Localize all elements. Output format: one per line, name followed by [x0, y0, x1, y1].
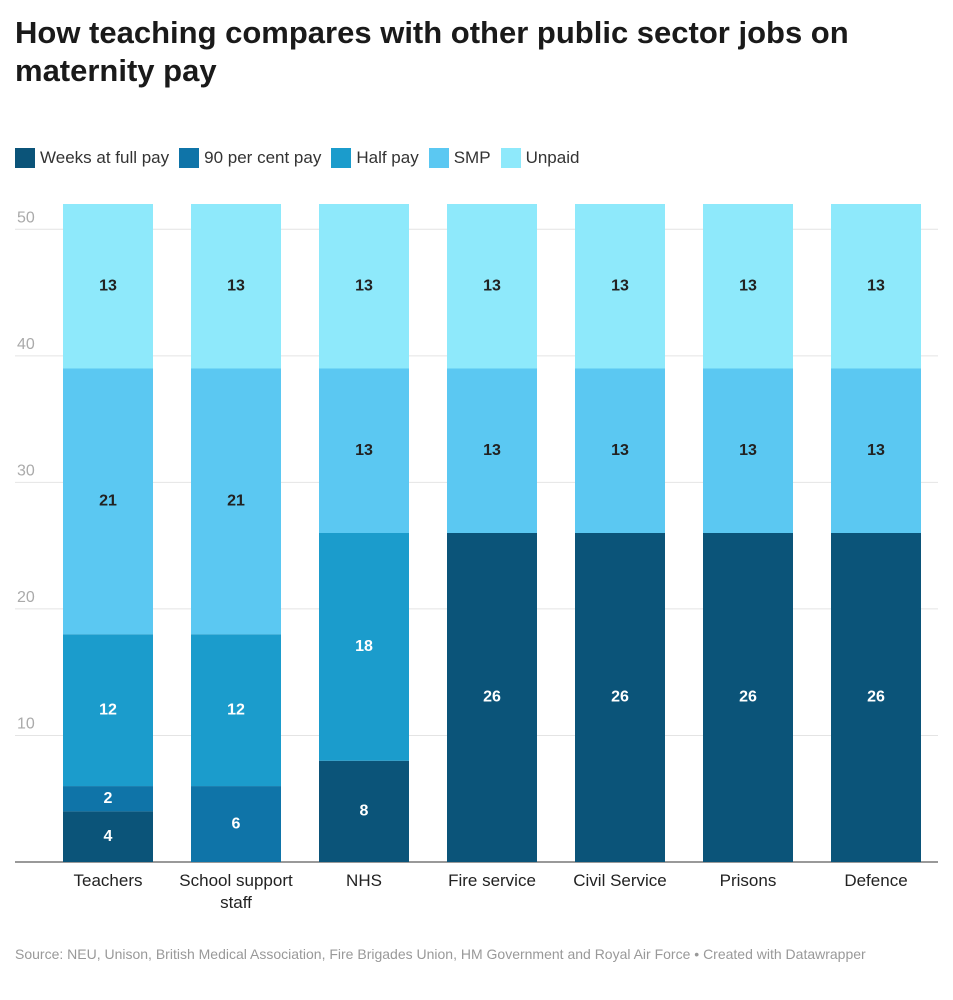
bar-segment: [831, 368, 921, 533]
bar-segment: [63, 204, 153, 369]
bar-segment: [575, 533, 665, 862]
value-label: 2: [104, 790, 113, 807]
value-label: 21: [99, 493, 117, 510]
chart: 10 20 30 40 50 4 2 12 21 13 6 12 21 13 8 18 13 13 26 13 13 26…: [15, 204, 938, 863]
bar-segment: [703, 368, 793, 533]
legend-item: Weeks at full pay: [15, 148, 169, 168]
bar-segment: [191, 368, 281, 635]
value-label: 13: [483, 442, 501, 459]
y-tick-label: 40: [17, 336, 35, 353]
bar-segment: [319, 204, 409, 369]
legend-swatch: [179, 148, 200, 168]
value-label: 12: [99, 701, 117, 718]
legend-label: Unpaid: [525, 148, 580, 167]
x-tick-label: Fire service: [448, 871, 536, 890]
value-label: 13: [483, 277, 501, 294]
value-label: 13: [867, 277, 885, 294]
bar-segment: [703, 204, 793, 369]
value-label: 8: [360, 803, 369, 820]
value-label: 13: [355, 277, 373, 294]
legend-swatch: [331, 148, 352, 168]
value-label: 13: [739, 442, 757, 459]
legend: Weeks at full pay 90 per cent pay Half pay…: [15, 148, 579, 168]
bar-segment: [63, 634, 153, 787]
bar-segment: [703, 533, 793, 862]
legend-label: Half pay: [356, 148, 419, 167]
y-tick-label: 10: [17, 716, 35, 733]
value-label: 26: [611, 689, 629, 706]
bar-segment: [191, 786, 281, 862]
y-tick-label: 30: [17, 463, 35, 480]
legend-label: Weeks at full pay: [40, 148, 170, 167]
bar-segment: [319, 368, 409, 533]
value-label: 13: [611, 442, 629, 459]
y-tick-label: 20: [17, 589, 35, 606]
value-label: 13: [867, 442, 885, 459]
y-tick-label: 50: [17, 210, 35, 227]
value-label: 13: [611, 277, 629, 294]
bar-segment: [447, 533, 537, 862]
value-label: 12: [227, 701, 245, 718]
legend-item: Unpaid: [500, 148, 580, 168]
legend-item: SMP: [428, 148, 491, 168]
source: Source: NEU, Unison, British Medical Ass…: [15, 946, 866, 962]
bar-segment: [319, 760, 409, 862]
value-label: 13: [99, 277, 117, 294]
value-label: 6: [232, 815, 241, 832]
bar-segment: [63, 811, 153, 862]
bar-segment: [191, 634, 281, 787]
legend-item: Half pay: [331, 148, 419, 168]
legend-label: SMP: [453, 148, 491, 167]
bar-segment: [319, 533, 409, 761]
bar-segment: [575, 204, 665, 369]
value-label: 13: [227, 277, 245, 294]
value-label: 26: [739, 689, 757, 706]
x-tick-label: Civil Service: [573, 871, 667, 890]
value-label: 13: [355, 442, 373, 459]
legend-swatch: [15, 148, 35, 168]
bar-segment: [447, 368, 537, 533]
x-tick-label: School support staff: [179, 871, 293, 912]
bar-segment: [63, 368, 153, 635]
legend-item: 90 per cent pay: [179, 148, 321, 168]
value-label: 18: [355, 638, 373, 655]
value-label: 26: [867, 689, 885, 706]
legend-label: 90 per cent pay: [204, 148, 322, 167]
bar-segment: [831, 533, 921, 862]
legend-swatch: [500, 148, 521, 168]
bar-segment: [191, 204, 281, 369]
chart-title: How teaching compares with other public …: [15, 15, 849, 88]
legend-swatch: [428, 148, 449, 168]
value-label: 13: [739, 277, 757, 294]
bar-segment: [447, 204, 537, 369]
bar-segment: [575, 368, 665, 533]
bar-segment: [831, 204, 921, 369]
value-label: 26: [483, 689, 501, 706]
x-tick-label: Defence: [844, 871, 908, 890]
x-tick-label: Prisons: [719, 871, 777, 890]
bar-segment: [63, 786, 153, 812]
value-label: 21: [227, 493, 245, 510]
x-tick-label: Teachers: [73, 871, 143, 890]
value-label: 4: [104, 828, 113, 845]
x-tick-label: NHS: [346, 871, 382, 890]
